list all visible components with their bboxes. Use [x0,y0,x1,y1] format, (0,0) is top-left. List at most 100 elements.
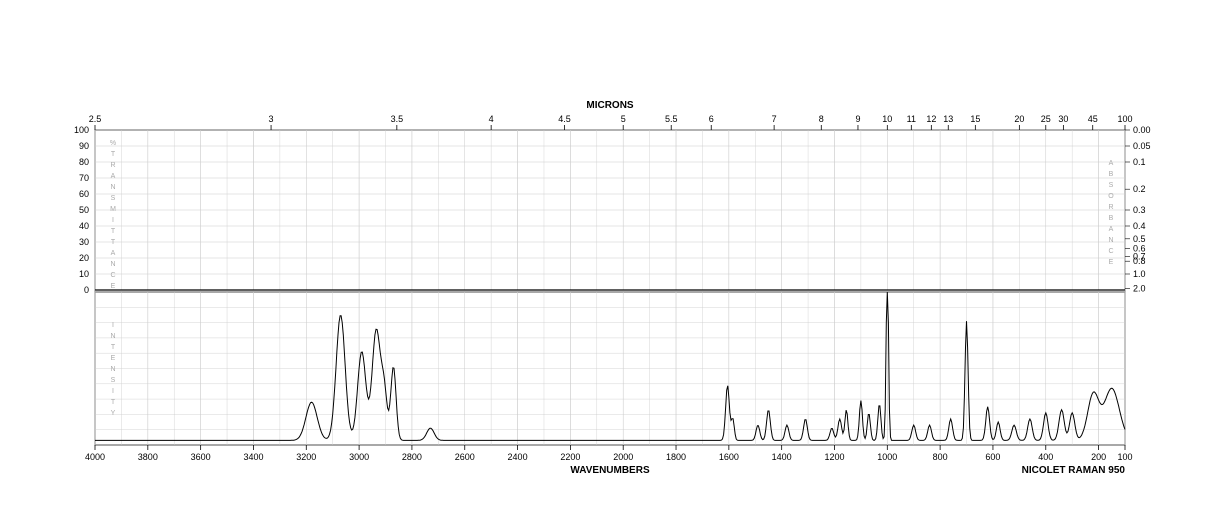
svg-text:%: % [110,140,116,147]
svg-text:NICOLET RAMAN 950: NICOLET RAMAN 950 [1022,465,1126,476]
svg-text:I: I [112,217,114,224]
svg-text:1200: 1200 [824,452,844,462]
svg-text:80: 80 [79,157,89,167]
svg-text:4000: 4000 [85,452,105,462]
svg-text:0.1: 0.1 [1133,157,1146,167]
svg-text:90: 90 [79,141,89,151]
svg-text:100: 100 [1117,452,1132,462]
svg-text:60: 60 [79,189,89,199]
svg-text:3400: 3400 [243,452,263,462]
svg-text:1400: 1400 [772,452,792,462]
svg-text:A: A [111,173,116,180]
svg-text:50: 50 [79,205,89,215]
svg-text:O: O [1108,193,1114,200]
svg-text:20: 20 [1014,114,1024,124]
svg-text:600: 600 [985,452,1000,462]
svg-text:N: N [1108,237,1113,244]
svg-text:E: E [111,283,116,290]
svg-text:0.5: 0.5 [1133,234,1146,244]
svg-text:2.5: 2.5 [89,114,102,124]
svg-text:12: 12 [926,114,936,124]
svg-text:3600: 3600 [191,452,211,462]
svg-text:3.5: 3.5 [391,114,404,124]
svg-text:3: 3 [269,114,274,124]
svg-text:13: 13 [943,114,953,124]
svg-text:T: T [111,399,116,406]
svg-text:0.05: 0.05 [1133,141,1151,151]
svg-text:S: S [111,377,116,384]
svg-text:N: N [110,366,115,373]
svg-text:0.8: 0.8 [1133,256,1146,266]
svg-text:2800: 2800 [402,452,422,462]
svg-text:T: T [111,151,116,158]
svg-text:M: M [110,206,116,213]
svg-text:C: C [1108,248,1113,255]
svg-text:0.4: 0.4 [1133,221,1146,231]
svg-text:0.3: 0.3 [1133,205,1146,215]
svg-text:200: 200 [1091,452,1106,462]
svg-text:4.5: 4.5 [558,114,571,124]
svg-text:3000: 3000 [349,452,369,462]
svg-text:30: 30 [1058,114,1068,124]
svg-text:0.00: 0.00 [1133,125,1151,135]
svg-text:N: N [110,333,115,340]
svg-text:20: 20 [79,253,89,263]
svg-text:10: 10 [882,114,892,124]
svg-text:A: A [1109,160,1114,167]
svg-text:N: N [110,184,115,191]
svg-text:A: A [1109,226,1114,233]
spectrum-chart: { "chart": { "type": "line-spectrum", "b… [0,0,1224,528]
svg-text:25: 25 [1041,114,1051,124]
svg-text:N: N [110,261,115,268]
svg-text:MICRONS: MICRONS [586,100,634,111]
svg-text:B: B [1109,171,1114,178]
svg-text:R: R [1108,204,1113,211]
svg-text:100: 100 [1117,114,1132,124]
svg-text:1600: 1600 [719,452,739,462]
svg-text:R: R [110,162,115,169]
svg-text:2200: 2200 [560,452,580,462]
svg-text:5.5: 5.5 [665,114,678,124]
svg-text:15: 15 [970,114,980,124]
svg-text:6: 6 [709,114,714,124]
svg-text:A: A [111,250,116,257]
svg-text:0: 0 [84,285,89,295]
svg-text:100: 100 [74,125,89,135]
svg-text:10: 10 [79,269,89,279]
svg-text:I: I [112,388,114,395]
svg-text:400: 400 [1038,452,1053,462]
svg-text:T: T [111,344,116,351]
svg-text:5: 5 [621,114,626,124]
svg-text:40: 40 [79,221,89,231]
svg-text:B: B [1109,215,1114,222]
svg-text:WAVENUMBERS: WAVENUMBERS [570,465,650,476]
svg-text:S: S [1109,182,1114,189]
svg-text:1.0: 1.0 [1133,269,1146,279]
svg-text:T: T [111,239,116,246]
svg-text:S: S [111,195,116,202]
svg-text:I: I [112,322,114,329]
svg-text:T: T [111,228,116,235]
svg-text:1000: 1000 [877,452,897,462]
svg-text:3800: 3800 [138,452,158,462]
svg-text:2000: 2000 [613,452,633,462]
svg-text:2400: 2400 [508,452,528,462]
svg-text:Y: Y [111,410,116,417]
svg-text:30: 30 [79,237,89,247]
svg-text:8: 8 [819,114,824,124]
svg-text:2600: 2600 [455,452,475,462]
svg-text:E: E [1109,259,1114,266]
svg-text:2.0: 2.0 [1133,283,1146,293]
svg-text:7: 7 [772,114,777,124]
svg-text:11: 11 [907,114,916,124]
svg-text:C: C [110,272,115,279]
svg-text:70: 70 [79,173,89,183]
spectrum-svg: 0102030405060708090100MICRONS2.533.544.5… [0,0,1224,528]
svg-text:800: 800 [933,452,948,462]
svg-text:9: 9 [855,114,860,124]
svg-text:1800: 1800 [666,452,686,462]
svg-text:4: 4 [489,114,494,124]
svg-text:0.2: 0.2 [1133,184,1146,194]
svg-text:45: 45 [1088,114,1098,124]
svg-text:3200: 3200 [296,452,316,462]
